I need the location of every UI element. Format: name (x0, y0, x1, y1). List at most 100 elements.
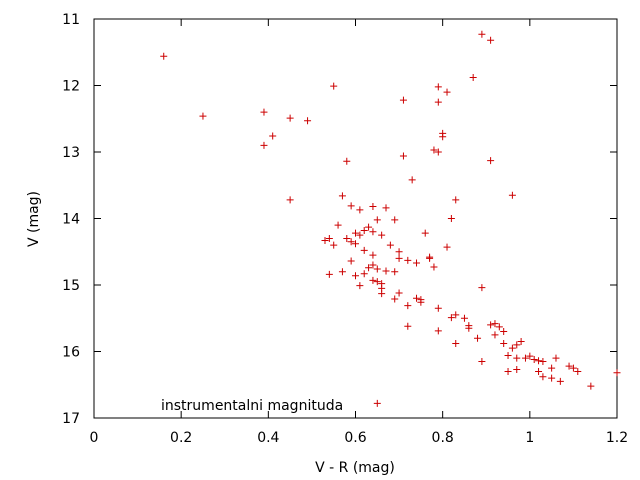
x-tick-label: 0.4 (257, 430, 279, 446)
data-point (391, 268, 399, 276)
data-point (521, 354, 529, 362)
data-point (395, 254, 403, 262)
data-point (369, 203, 377, 211)
data-point (535, 367, 543, 375)
data-point (347, 257, 355, 265)
data-point (373, 265, 381, 273)
data-point (548, 364, 556, 372)
data-point (373, 278, 381, 286)
data-point (434, 148, 442, 156)
data-point (373, 216, 381, 224)
y-tick-label: 16 (62, 345, 80, 361)
data-point (469, 74, 477, 82)
data-point (452, 196, 460, 204)
data-point (552, 354, 560, 362)
data-point (321, 236, 329, 244)
data-point (352, 272, 359, 280)
y-tick-label: 17 (62, 411, 80, 427)
data-point (404, 322, 412, 330)
y-axis-title: V (mag) (26, 191, 42, 247)
data-point (360, 226, 368, 234)
data-point (487, 321, 495, 329)
data-point (395, 289, 403, 297)
data-point (413, 294, 421, 302)
data-point (286, 196, 294, 204)
data-point (478, 30, 486, 38)
data-point (330, 241, 338, 249)
data-point (495, 323, 503, 331)
data-point (360, 246, 368, 254)
data-point (352, 229, 359, 237)
data-point (434, 304, 442, 312)
data-point (508, 191, 516, 199)
data-point (487, 157, 495, 165)
data-point (399, 152, 407, 160)
data-point (338, 268, 346, 276)
data-point (373, 399, 381, 407)
data-point (539, 357, 547, 365)
data-point (356, 282, 364, 290)
data-point (465, 324, 473, 332)
data-point (452, 340, 460, 348)
y-tick-label: 14 (62, 212, 80, 228)
y-tick-label: 13 (62, 145, 80, 161)
data-point (439, 133, 447, 141)
data-point (430, 146, 438, 154)
data-point (487, 36, 495, 44)
data-point (386, 241, 394, 249)
data-point (500, 328, 508, 336)
data-point (369, 228, 377, 236)
x-tick-label: 0.6 (344, 430, 366, 446)
data-point (613, 369, 621, 377)
data-point (478, 357, 486, 365)
data-point (447, 215, 455, 222)
data-point (399, 96, 407, 104)
data-point (378, 290, 386, 298)
axis-ticks (93, 18, 618, 419)
y-tick-label: 15 (62, 278, 80, 294)
data-point (369, 276, 377, 284)
data-point (347, 238, 355, 246)
data-point (513, 341, 521, 349)
data-point (304, 117, 312, 125)
data-point (443, 243, 451, 251)
data-point (338, 192, 346, 200)
x-tick-label: 0.8 (432, 430, 454, 446)
data-point (548, 374, 556, 382)
data-point (447, 314, 455, 322)
data-point (352, 240, 359, 248)
data-point (460, 314, 468, 322)
data-point (269, 132, 277, 140)
data-point (199, 112, 207, 120)
x-tick-label: 1 (525, 430, 534, 446)
data-point (539, 373, 547, 381)
data-point (417, 298, 425, 306)
data-point (430, 263, 438, 271)
data-point (356, 206, 364, 214)
data-point (504, 351, 512, 359)
data-point (474, 334, 482, 342)
data-point (513, 365, 521, 373)
data-point (160, 52, 168, 60)
data-point (365, 264, 373, 272)
data-point (382, 267, 390, 275)
chart-annotation: instrumentalni magnituda (161, 398, 343, 414)
data-point (286, 114, 294, 122)
data-point (421, 229, 429, 237)
data-point (391, 216, 399, 224)
data-point (535, 357, 543, 365)
data-point (517, 338, 525, 346)
data-point (343, 234, 351, 242)
x-tick-label: 0.2 (170, 430, 192, 446)
data-point (413, 259, 421, 267)
data-point (356, 231, 364, 239)
data-point (434, 327, 442, 335)
y-tick-label: 12 (62, 79, 80, 95)
data-point (574, 367, 582, 375)
data-point (565, 362, 573, 370)
data-point (404, 256, 412, 264)
data-point (334, 221, 342, 229)
data-point (369, 261, 377, 269)
data-point (330, 82, 338, 90)
data-point (391, 295, 399, 303)
